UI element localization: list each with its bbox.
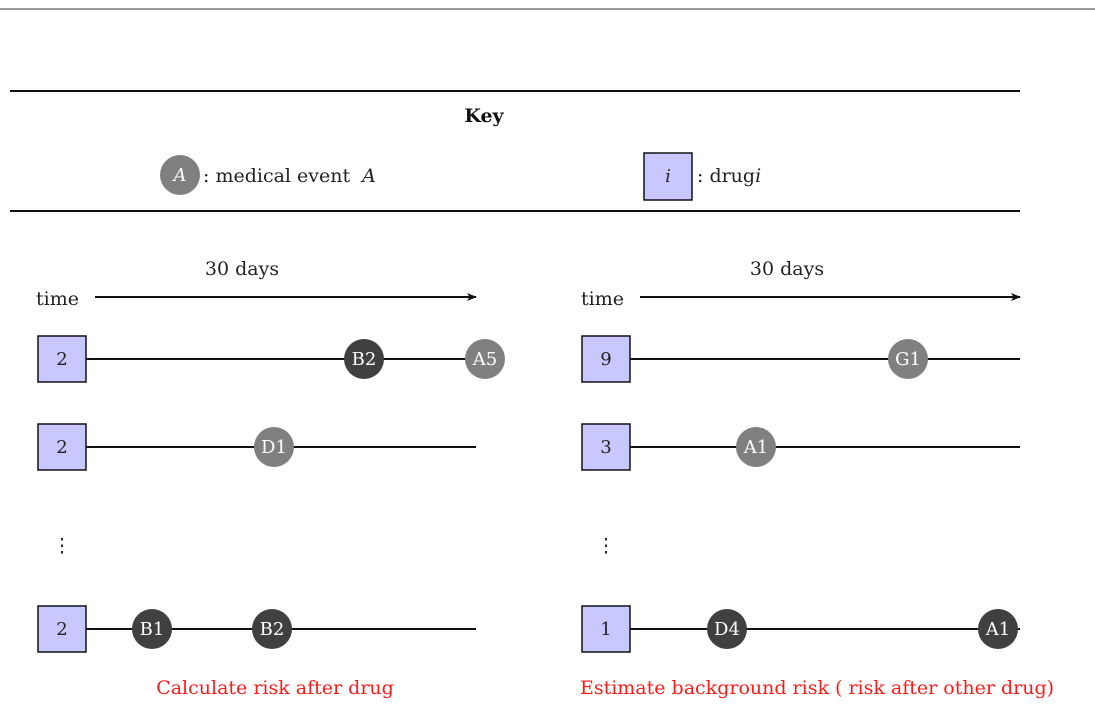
event-label: A1	[985, 619, 1010, 640]
key-drug-var: i	[755, 165, 761, 187]
key-event-desc: : medical event	[203, 165, 350, 187]
event-node	[736, 427, 776, 467]
ellipsis: ⋮	[53, 535, 72, 557]
panel-left: 30 days time 2 B2 A5 2 D1 ⋮ 2 B	[36, 258, 505, 699]
drug-label: 2	[56, 349, 67, 370]
event-node	[465, 339, 505, 379]
drug-box	[581, 335, 631, 383]
event-node	[344, 339, 384, 379]
event-label: B2	[352, 349, 377, 370]
event-node	[978, 609, 1018, 649]
event-label: A5	[472, 349, 497, 370]
event-label: D1	[261, 437, 287, 458]
event-label: B1	[140, 619, 165, 640]
duration-label: 30 days	[750, 258, 824, 280]
timeline-row: 1 D4 A1	[581, 605, 1020, 653]
event-label: D4	[714, 619, 740, 640]
event-node	[254, 427, 294, 467]
drug-label: 9	[600, 349, 611, 370]
time-label: time	[581, 288, 624, 310]
time-label: time	[36, 288, 79, 310]
drug-label: 2	[56, 437, 67, 458]
panel-right: 30 days time 9 G1 3 A1 ⋮ 1 D4 A	[580, 258, 1054, 699]
drug-label: 3	[600, 437, 611, 458]
event-node	[888, 339, 928, 379]
key-drug-text: : drugi	[697, 165, 761, 187]
key-event-symbol: A	[172, 165, 187, 186]
key-drug-desc: : drug	[697, 165, 755, 187]
event-label: B2	[260, 619, 285, 640]
event-node	[252, 609, 292, 649]
key-event-entry: A : medical event A	[160, 155, 376, 195]
key-drug-entry: i : drugi	[643, 152, 761, 201]
drug-box	[581, 605, 631, 653]
drug-label: 1	[600, 619, 611, 640]
timeline-row: 9 G1	[581, 335, 1020, 383]
drug-box	[37, 335, 87, 383]
panel-caption: Calculate risk after drug	[156, 677, 394, 699]
drug-box	[37, 605, 87, 653]
timeline-row: 3 A1	[581, 423, 1020, 471]
duration-label: 30 days	[205, 258, 279, 280]
key-event-text: : medical event A	[203, 165, 376, 187]
key-title: Key	[464, 105, 504, 127]
timeline-row: 2 D1	[37, 423, 476, 471]
key-event-var: A	[360, 165, 376, 187]
panel-caption: Estimate background risk ( risk after ot…	[580, 677, 1054, 699]
key-drug-box	[643, 152, 693, 201]
event-label: G1	[895, 349, 921, 370]
drug-label: 2	[56, 619, 67, 640]
key-box: Key A : medical event A i : drugi	[10, 90, 1020, 212]
key-drug-symbol: i	[665, 166, 671, 187]
drug-box	[37, 423, 87, 471]
event-node	[132, 609, 172, 649]
timeline-row: 2 B1 B2	[37, 605, 476, 653]
drug-box	[581, 423, 631, 471]
event-node	[707, 609, 747, 649]
key-event-circle	[160, 155, 200, 195]
event-label: A1	[743, 437, 768, 458]
ellipsis: ⋮	[597, 535, 616, 557]
timeline-row: 2 B2 A5	[37, 335, 505, 383]
